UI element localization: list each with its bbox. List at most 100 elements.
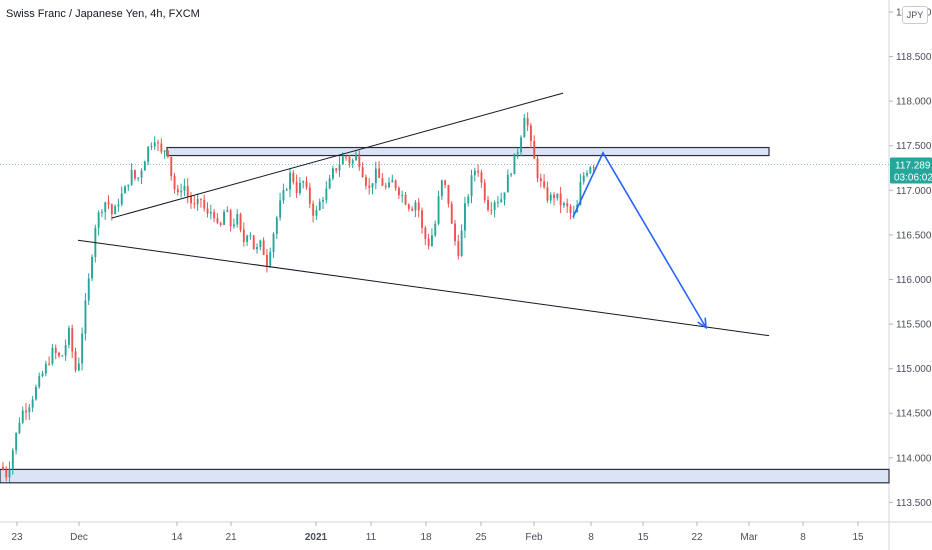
candle-body — [348, 156, 351, 164]
candles — [2, 112, 595, 483]
candle-body — [157, 142, 159, 144]
candle-body — [546, 187, 549, 201]
candle-body — [242, 229, 245, 243]
x-tick-label: 21 — [225, 532, 237, 543]
candle-body — [107, 202, 110, 205]
candle-body — [219, 222, 222, 225]
candle-body — [490, 209, 493, 211]
x-tick-label: 22 — [691, 532, 703, 543]
candle-body — [431, 235, 433, 246]
support-zone — [0, 468, 890, 484]
candle-body — [134, 169, 136, 179]
candle-body — [68, 328, 70, 345]
candle-body — [11, 450, 14, 469]
candle-body — [21, 410, 24, 423]
candle-body — [150, 146, 153, 148]
candle-body — [285, 189, 288, 191]
candle-body — [196, 198, 199, 205]
candle-body — [101, 211, 103, 213]
candle-body — [147, 146, 150, 162]
y-tick-label: 115.500 — [896, 320, 932, 331]
candle-body — [124, 186, 126, 194]
falling-support-line — [77, 239, 770, 337]
x-tick-label: 23 — [11, 532, 23, 543]
candle-body — [523, 118, 526, 138]
candle-body — [77, 363, 80, 371]
x-tick-label: Dec — [70, 532, 88, 543]
candle-body — [81, 333, 84, 364]
candle-body — [315, 210, 318, 216]
candle-body — [434, 223, 437, 236]
candle-body — [318, 201, 321, 211]
candle-body — [170, 156, 173, 176]
candle-body — [335, 168, 338, 171]
x-tick-label: Mar — [740, 532, 758, 543]
candle-body — [345, 156, 348, 158]
candle-body — [351, 160, 354, 164]
candle-body — [308, 187, 311, 204]
candle-body — [282, 190, 285, 201]
y-tick-label: 114.000 — [896, 453, 932, 464]
candle-body — [203, 199, 206, 209]
candle-body — [391, 180, 394, 183]
candle-body — [213, 211, 216, 219]
candle-body — [516, 152, 519, 154]
candle-body — [190, 196, 192, 204]
candle-body — [454, 223, 456, 242]
candle-body — [25, 410, 27, 413]
candle-body — [140, 170, 143, 178]
y-tick-label: 116.000 — [896, 275, 932, 286]
candle-body — [513, 153, 516, 175]
candle-body — [246, 235, 249, 243]
candle-body — [563, 203, 565, 206]
candle-body — [87, 278, 90, 301]
candle-body — [239, 214, 242, 230]
candle-body — [104, 202, 107, 212]
candle-body — [477, 170, 480, 173]
projection-arrowhead — [697, 317, 707, 330]
candle-body — [44, 363, 47, 374]
candle-body — [536, 158, 539, 179]
candle-body — [272, 233, 275, 252]
candle-body — [120, 193, 123, 205]
currency-badge[interactable]: JPY — [902, 6, 928, 24]
candle-body — [186, 185, 189, 197]
candle-body — [295, 182, 298, 194]
candle-body — [35, 386, 37, 400]
candle-body — [325, 188, 328, 200]
x-tick-label: 15 — [852, 532, 864, 543]
candle-body — [28, 407, 31, 413]
candle-body — [460, 230, 463, 257]
candle-body — [447, 184, 450, 204]
candle-body — [378, 168, 381, 178]
x-tick-label: 25 — [475, 532, 487, 543]
candle-body — [404, 194, 407, 205]
candle-body — [437, 196, 440, 224]
candle-body — [229, 210, 232, 227]
candle-body — [417, 202, 420, 211]
candle-body — [503, 192, 506, 200]
candle-body — [266, 254, 268, 266]
candle-body — [58, 352, 60, 356]
candle-body — [200, 198, 202, 200]
candle-body — [48, 363, 51, 365]
candle-body — [299, 182, 301, 194]
candle-body — [31, 399, 34, 408]
candle-body — [500, 199, 503, 203]
candle-body — [38, 376, 41, 387]
y-tick-label: 117.000 — [896, 186, 932, 197]
candle-body — [269, 251, 272, 266]
candle-body — [216, 218, 219, 223]
candle-body — [365, 176, 367, 186]
projection-path — [572, 151, 707, 329]
candle-body — [338, 164, 341, 171]
candle-body — [292, 172, 295, 183]
candle-body — [153, 142, 156, 147]
candle-body — [117, 204, 120, 207]
candle-body — [401, 194, 404, 196]
candle-body — [487, 200, 489, 210]
candle-body — [444, 180, 447, 185]
candle-body — [84, 300, 87, 334]
